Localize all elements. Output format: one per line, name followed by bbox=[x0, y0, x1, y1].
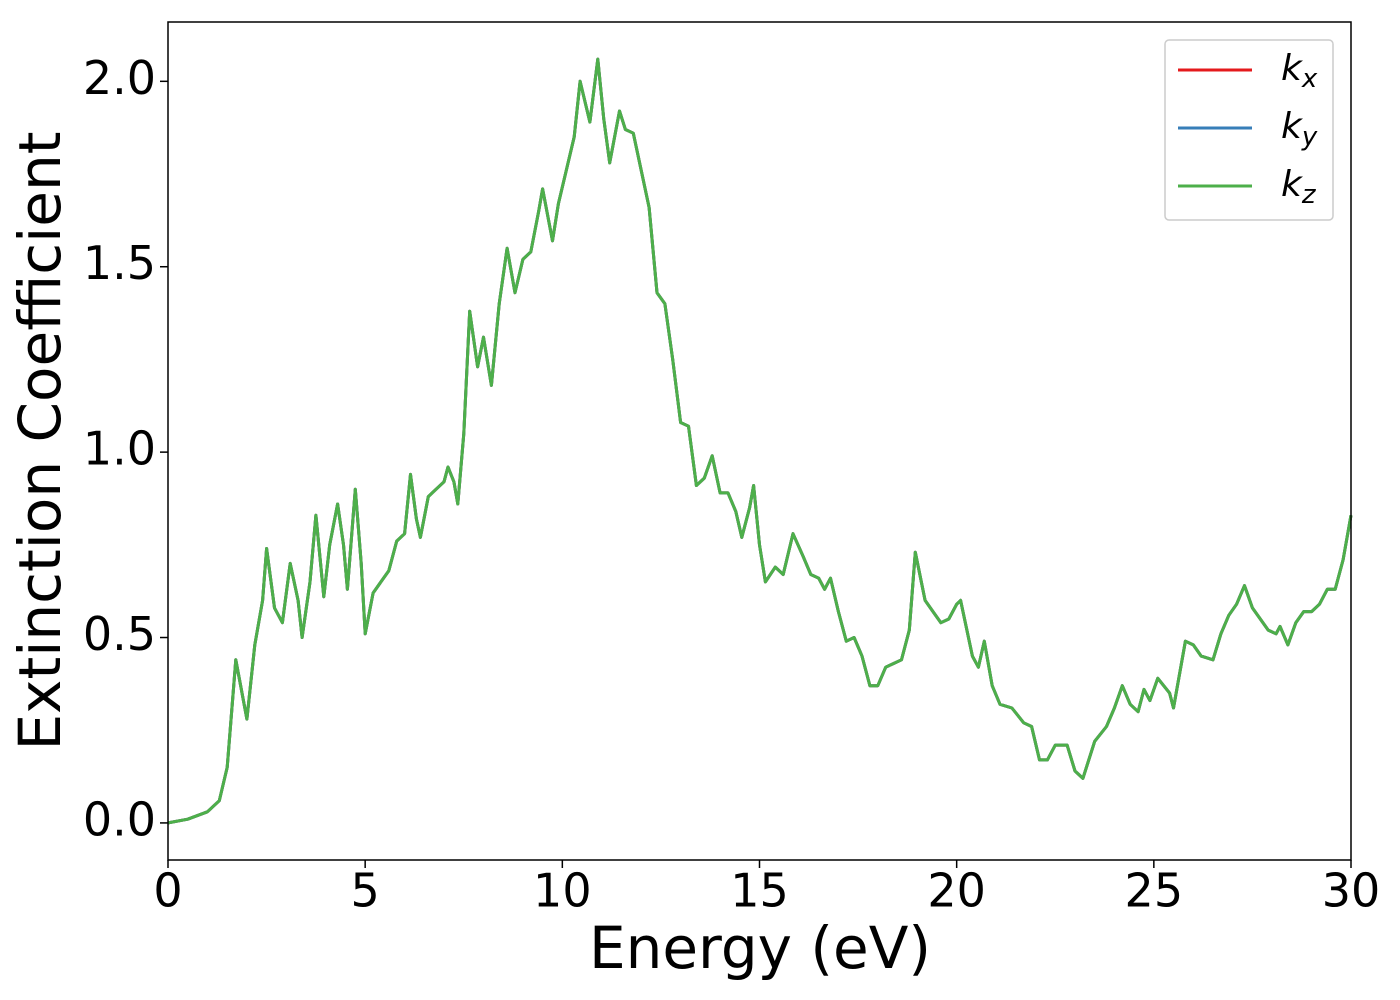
x-axis-label: Energy (eV) bbox=[589, 914, 931, 982]
y-tick-label: 1.0 bbox=[83, 422, 156, 476]
x-tick-label: 20 bbox=[927, 864, 986, 918]
x-tick-label: 30 bbox=[1322, 864, 1381, 918]
x-tick-label: 0 bbox=[153, 864, 182, 918]
legend-label: kx bbox=[1281, 48, 1318, 94]
x-tick-label: 5 bbox=[351, 864, 380, 918]
plot-frame bbox=[167, 21, 1352, 861]
y-tick-label: 0.5 bbox=[83, 607, 156, 661]
x-tick-label: 25 bbox=[1125, 864, 1184, 918]
x-tick-label: 10 bbox=[533, 864, 592, 918]
x-tick-label: 15 bbox=[730, 864, 789, 918]
y-tick-label: 0.0 bbox=[83, 792, 156, 846]
legend-label: kz bbox=[1281, 164, 1317, 210]
legend-box bbox=[1164, 39, 1334, 221]
y-tick-label: 1.5 bbox=[83, 236, 156, 290]
y-tick-label: 2.0 bbox=[83, 51, 156, 105]
y-axis-label: Extinction Coefficient bbox=[6, 132, 74, 751]
data-line bbox=[167, 57, 1353, 825]
legend-label: ky bbox=[1281, 106, 1318, 152]
